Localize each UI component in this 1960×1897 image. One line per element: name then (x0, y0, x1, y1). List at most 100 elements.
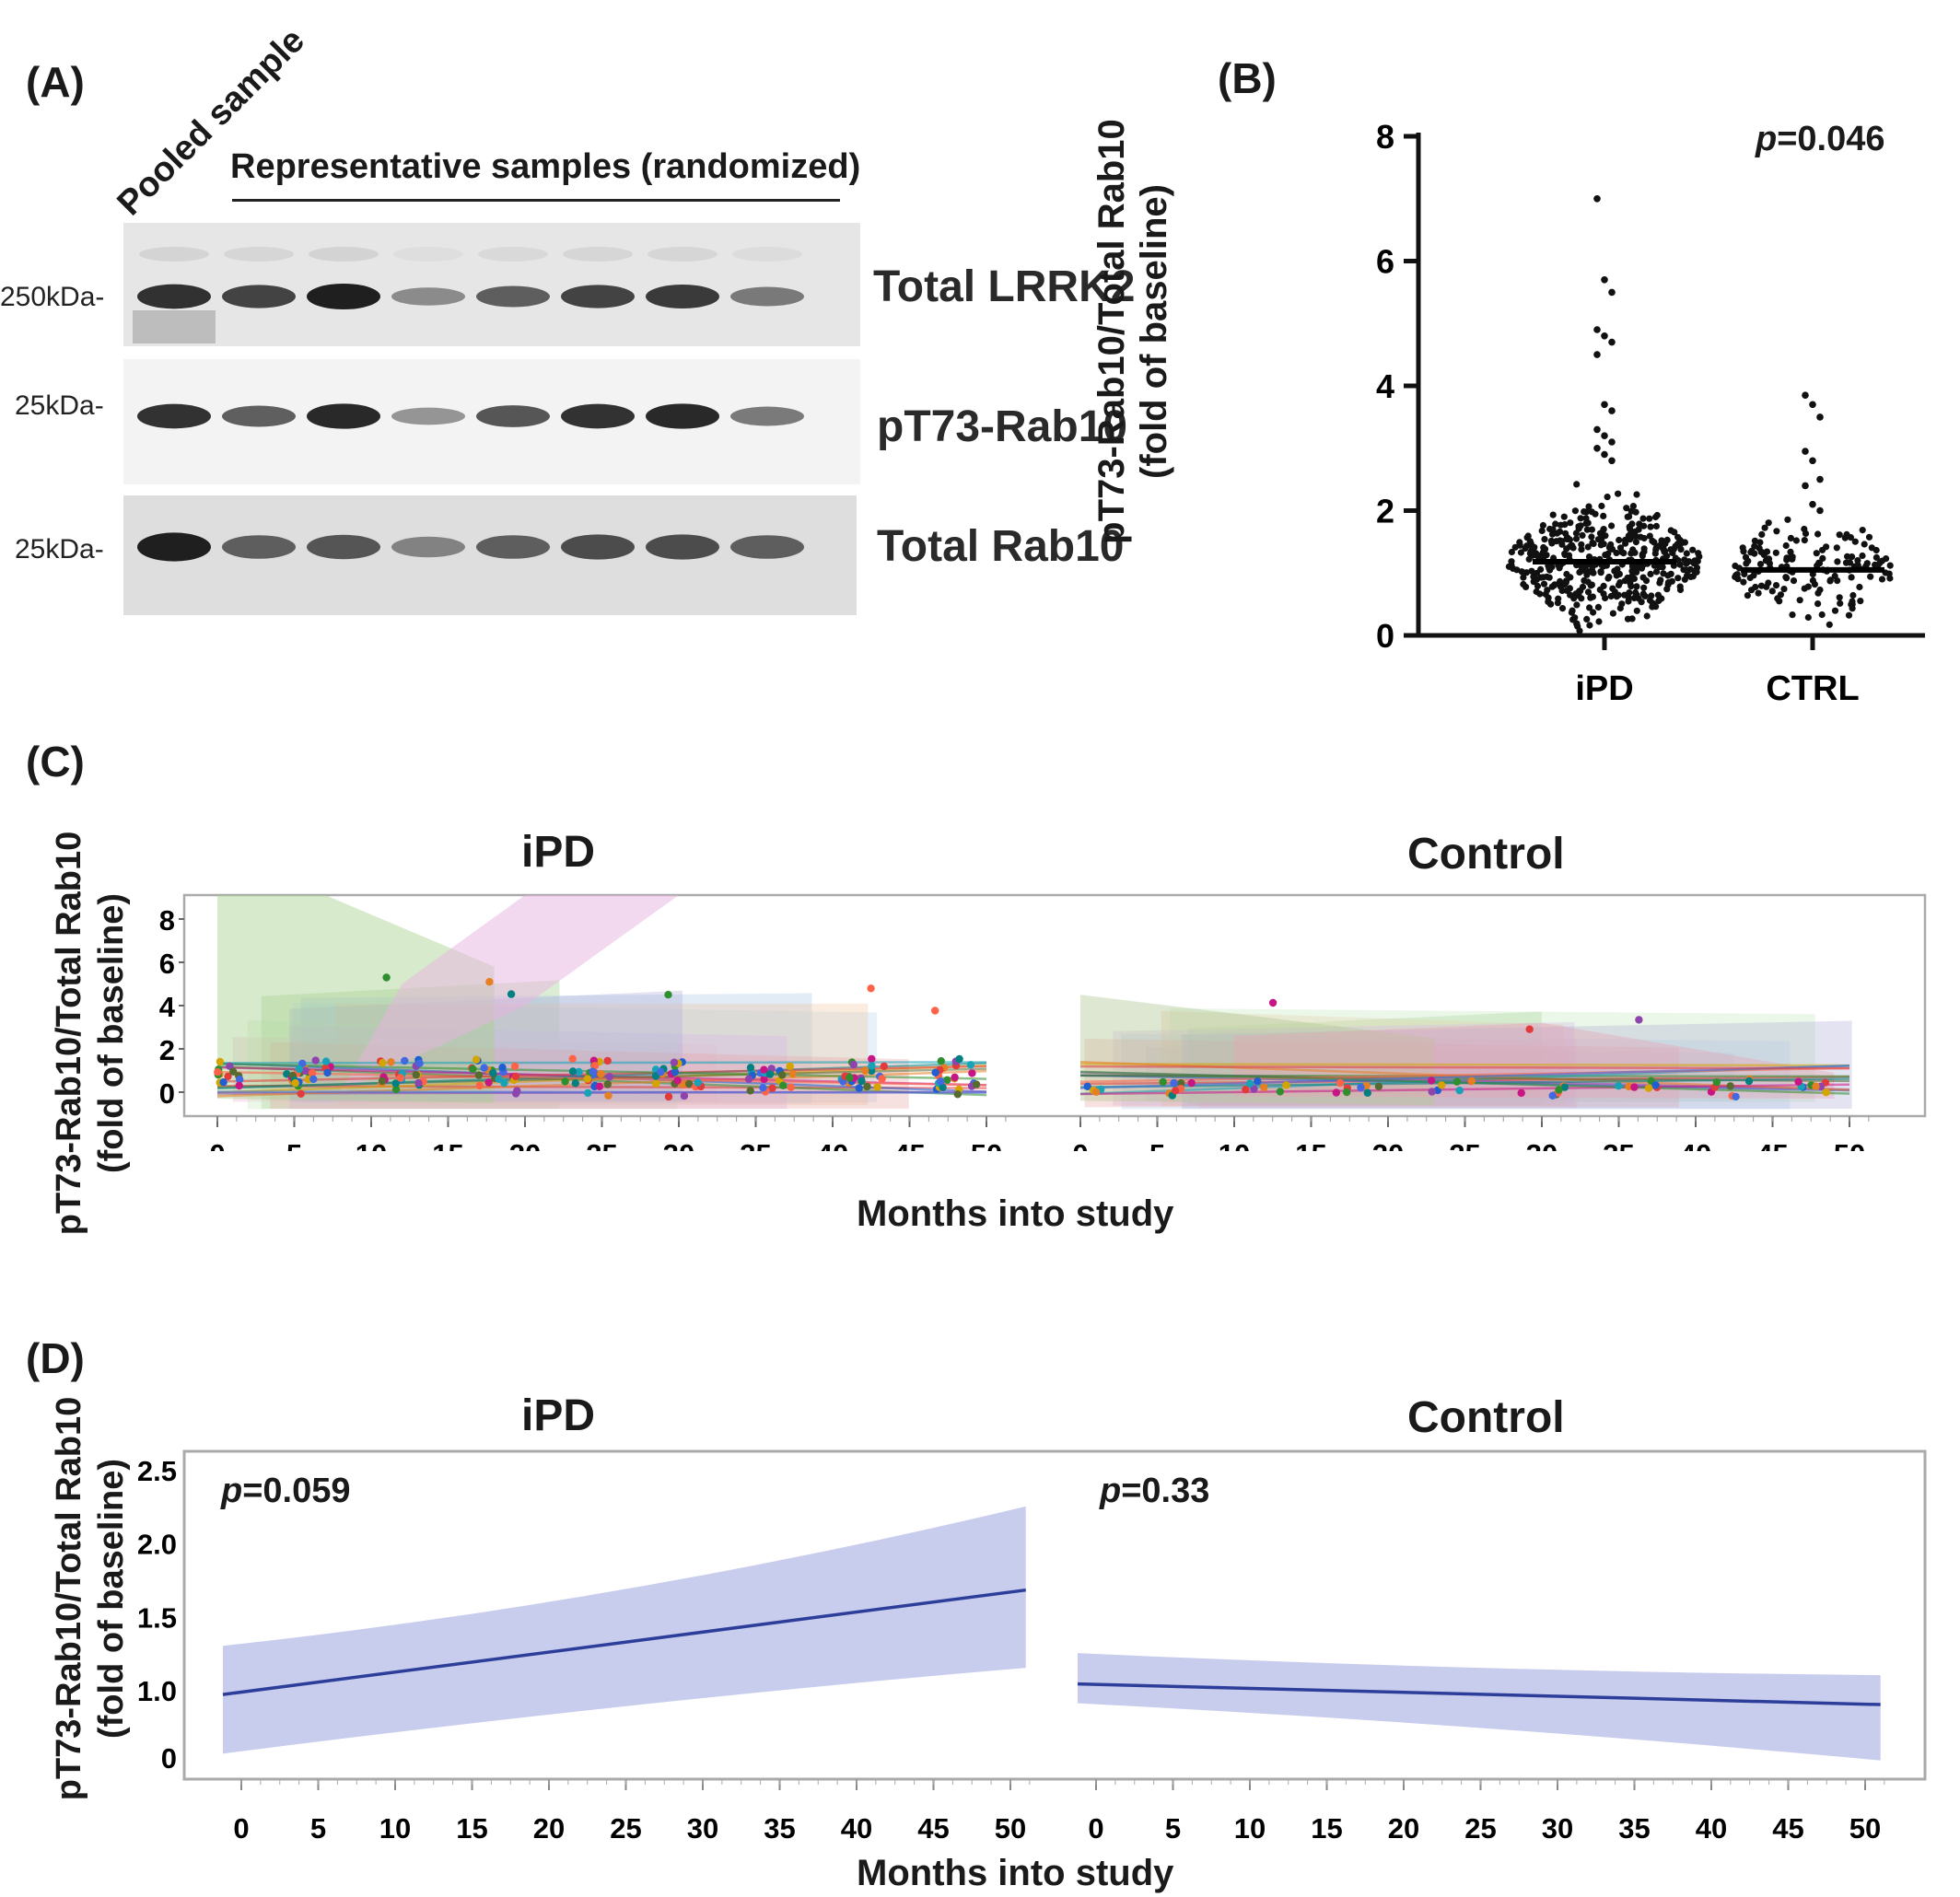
panel-c-point (849, 1060, 858, 1069)
panel-b-point (1581, 508, 1588, 516)
panel-c-point (583, 1075, 592, 1083)
panel-c-xtick-label: 5 (1149, 1138, 1165, 1151)
panel-b-outlier (1593, 445, 1601, 452)
panel-b-point (1522, 544, 1529, 553)
panel-b-point (1549, 511, 1557, 518)
panel-d-title-ipd: iPD (521, 1391, 596, 1440)
panel-b-point (1815, 559, 1823, 566)
blot-band (476, 285, 550, 308)
panel-b-outlier (1608, 457, 1616, 465)
panel-b-point (1837, 599, 1844, 607)
panel-b-point (1684, 567, 1692, 575)
panel-b-point (1787, 534, 1794, 541)
panel-b-point (1633, 607, 1640, 614)
panel-b-outlier (1608, 438, 1616, 446)
panel-c-xtick-label: 30 (663, 1138, 694, 1151)
panel-b-point (1587, 582, 1594, 589)
panel-c-point (1260, 1083, 1268, 1092)
panel-c-point (308, 1069, 317, 1077)
panel-b-point (1801, 537, 1808, 544)
panel-c-point (1525, 1025, 1534, 1033)
panel-b-point (1616, 544, 1625, 552)
panel-b-point (1625, 533, 1632, 541)
panel-b-letter: (B) (1218, 54, 1277, 102)
panel-c-point (873, 1083, 881, 1091)
panel-b-point (1604, 494, 1611, 501)
panel-b-point (1751, 537, 1758, 544)
panel-c-point (498, 1064, 507, 1072)
panel-c-trend-line (1079, 1065, 1850, 1070)
panel-b-category-label: iPD (1575, 669, 1633, 708)
panel-b-point (1874, 561, 1882, 568)
mw-marker-prab10: 25kDa- (15, 390, 104, 421)
blot-band (391, 407, 465, 425)
panel-b-point (1814, 589, 1822, 597)
panel-c-point (595, 1082, 604, 1090)
panel-b-point (1539, 521, 1546, 530)
panel-b-outlier (1601, 450, 1608, 459)
panel-c-point (951, 1073, 959, 1082)
panel-b-point (1597, 541, 1604, 549)
panel-b-point (1814, 600, 1822, 608)
panel-b-point (1826, 621, 1833, 628)
panel-b-point (1546, 564, 1553, 572)
panel-c-point (1276, 1088, 1285, 1096)
panel-b-point (1571, 507, 1579, 515)
panel-c-point (939, 1083, 947, 1091)
panel-c-point (694, 1078, 702, 1087)
panel-c-trend-line (1079, 1065, 1850, 1089)
panel-c-letter: (C) (26, 738, 85, 786)
panel-b-point (1757, 582, 1766, 589)
panel-b-point (1633, 583, 1640, 590)
panel-b-point (1633, 591, 1640, 599)
panel-b-point (1661, 548, 1668, 556)
panel-b-outlier (1608, 407, 1616, 414)
panel-c-point (604, 1091, 612, 1100)
panel-c-point (1555, 1086, 1563, 1094)
panel-c-ytick-label: 2 (159, 1034, 175, 1066)
panel-b-point (1620, 550, 1628, 557)
panel-b-point (1581, 564, 1588, 571)
panel-b-point (1856, 583, 1863, 591)
blot-band (222, 285, 296, 308)
panel-c-point (759, 1084, 767, 1092)
panel-d-xtick-label: 25 (1464, 1812, 1496, 1845)
panel-b-point (1792, 537, 1800, 544)
panel-b-point (1573, 621, 1581, 628)
panel-b-point (1878, 576, 1886, 583)
panel-b-point (1854, 557, 1861, 564)
panel-b-ylabel-line2: (fold of baseline) (1134, 184, 1174, 479)
panel-c-point (1083, 1082, 1091, 1090)
panel-b-point (1655, 597, 1662, 605)
panel-d-xtick-label: 10 (1234, 1812, 1266, 1845)
panel-b-point (1631, 549, 1639, 556)
panel-b-point (1590, 540, 1597, 548)
panel-c-xtick-label: 15 (432, 1138, 463, 1151)
panel-b-point (1683, 550, 1690, 557)
panel-b-point (1584, 568, 1592, 576)
panel-b-point (1622, 540, 1629, 547)
panel-c-point (495, 1075, 503, 1083)
panel-c-point (1630, 1083, 1639, 1091)
panel-b-point (1545, 598, 1552, 606)
panel-b-ytick-label: 6 (1376, 243, 1394, 281)
panel-c-point (1092, 1088, 1101, 1096)
panel-c-xtick-label: 10 (1219, 1138, 1250, 1151)
panel-b-point (1623, 505, 1630, 512)
panel-d-pvalue-ipd-text: =0.059 (242, 1472, 351, 1510)
panel-b-outlier (1601, 401, 1608, 409)
panel-b-outlier (1816, 475, 1824, 483)
panel-c-point (321, 1057, 331, 1065)
panel-b-point (1537, 553, 1545, 560)
panel-b-outlier (1608, 338, 1616, 346)
blot-band (646, 285, 719, 308)
panel-c-point (746, 1064, 755, 1072)
panel-c-point (778, 1071, 787, 1079)
panel-c-point (1452, 1077, 1462, 1086)
panel-b-point (1746, 574, 1754, 582)
panel-b-point (1602, 532, 1609, 540)
panel-c-point (1268, 998, 1278, 1007)
panel-c-point (235, 1081, 243, 1090)
panel-d-ytick-label: 0 (161, 1742, 177, 1775)
panel-c-point (485, 978, 494, 986)
